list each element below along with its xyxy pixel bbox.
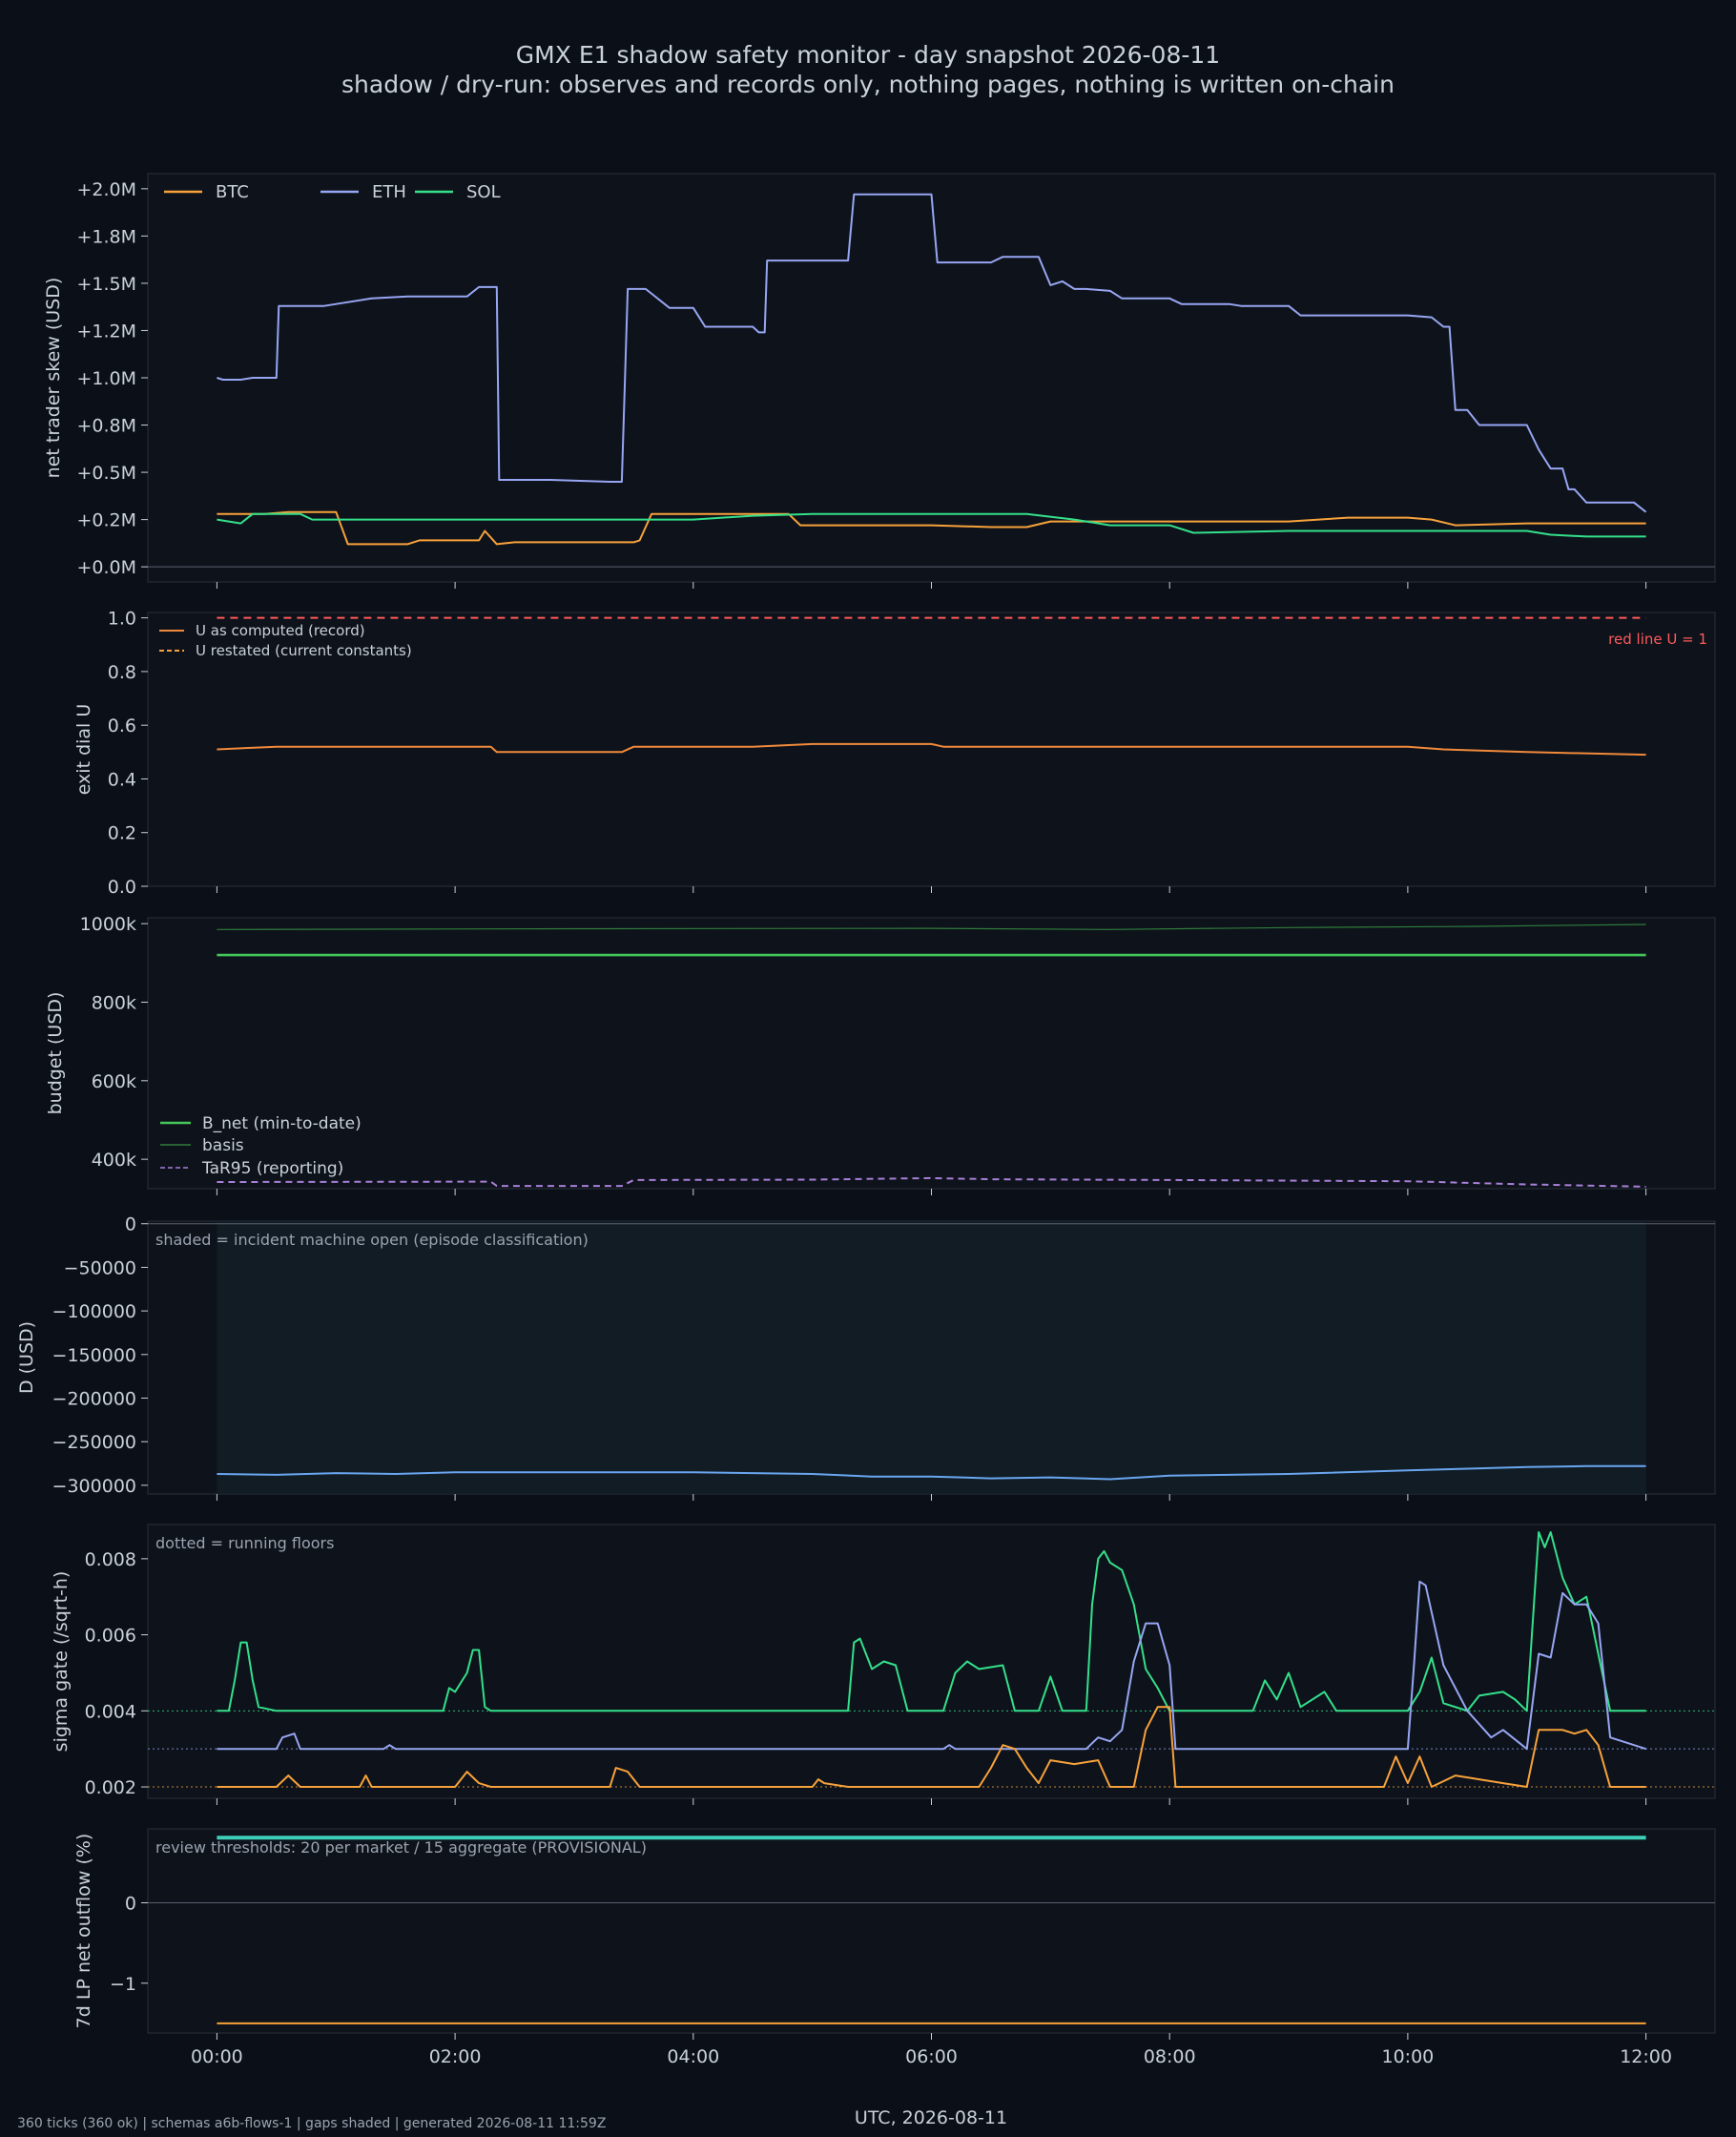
y-tick-label: −100000 xyxy=(52,1301,136,1322)
y-tick-label: 0.2 xyxy=(108,823,136,844)
y-tick-label: +0.8M xyxy=(76,416,136,437)
y-tick-label: 400k xyxy=(92,1150,136,1171)
y-axis-label: D (USD) xyxy=(16,1321,37,1394)
series-line-basis xyxy=(217,923,1646,930)
figure-subtitle: shadow / dry-run: observes and records o… xyxy=(341,71,1395,98)
x-tick-label: 08:00 xyxy=(1144,2046,1196,2067)
y-axis-label: exit dial U xyxy=(73,704,94,796)
y-tick-label: 1000k xyxy=(80,914,136,935)
y-tick-label: 0.6 xyxy=(108,716,136,737)
panel-frame xyxy=(147,1828,1716,2034)
y-tick-label: 600k xyxy=(92,1071,136,1092)
x-axis-label: UTC, 2026-08-11 xyxy=(855,2107,1007,2128)
x-tick-label: 00:00 xyxy=(191,2046,243,2067)
y-tick-label: 0.0 xyxy=(108,877,136,898)
y-tick-label: 800k xyxy=(92,992,136,1013)
y-tick-label: −300000 xyxy=(52,1476,136,1497)
panel-frame xyxy=(147,1524,1716,1799)
y-tick-label: −150000 xyxy=(52,1345,136,1366)
y-tick-label: 0.4 xyxy=(108,769,136,790)
series-line-btc xyxy=(217,510,1646,546)
y-tick-label: +1.8M xyxy=(76,226,136,247)
x-tick-label: 10:00 xyxy=(1382,2046,1435,2067)
y-axis-label: net trader skew (USD) xyxy=(43,278,64,479)
panel-lp-outflow: 0 −1 7d LP net outflow (%) review threshold… xyxy=(73,1828,1716,2040)
y-tick-label: 0 xyxy=(125,1214,136,1235)
series-line-sol xyxy=(217,1531,1646,1712)
series-line-u-as-computed-record- xyxy=(217,742,1646,757)
series-line-tar95-reporting- xyxy=(217,1176,1646,1188)
y-axis-label: sigma gate (/sqrt-h) xyxy=(51,1571,72,1753)
panel-exit-dial: 0.0 0.2 0.4 0.6 0.8 1.0 exit dial U red line U … xyxy=(73,609,1716,898)
x-tick-label: 02:00 xyxy=(429,2046,482,2067)
y-tick-label: −200000 xyxy=(52,1388,136,1409)
y-tick-label: 0.004 xyxy=(85,1701,136,1722)
legend-label: B_net (min-to-date) xyxy=(202,1114,362,1133)
y-tick-label: −250000 xyxy=(52,1432,136,1453)
y-tick-label: 0.006 xyxy=(85,1626,136,1647)
red-line-annotation: red line U = 1 xyxy=(1608,631,1707,648)
x-tick-label: 04:00 xyxy=(667,2046,719,2067)
legend-label: BTC xyxy=(216,182,249,202)
legend-label: U restated (current constants) xyxy=(196,642,412,659)
x-tick-label: 12:00 xyxy=(1620,2046,1672,2067)
series-line-btc xyxy=(217,1706,1646,1788)
x-tick-label: 06:00 xyxy=(905,2046,958,2067)
y-axis-label: budget (USD) xyxy=(45,992,66,1115)
panel-frame xyxy=(147,917,1716,1190)
y-tick-label: +1.2M xyxy=(76,321,136,342)
series-line-d xyxy=(217,1464,1646,1481)
panel-annotation: review thresholds: 20 per market / 15 ag… xyxy=(155,1838,647,1857)
series-line-eth xyxy=(217,1580,1646,1751)
y-tick-label: −1 xyxy=(110,1974,136,1995)
y-tick-label: 1.0 xyxy=(108,609,136,630)
incident-shade xyxy=(217,1221,1646,1494)
y-tick-label: −50000 xyxy=(64,1257,136,1278)
series-line-eth xyxy=(217,193,1647,513)
legend-label: TaR95 (reporting) xyxy=(201,1159,343,1178)
panel-budget: 400k 600k 800k 1000k budget (USD) B_net (min-… xyxy=(45,914,1716,1195)
y-tick-label: 0.8 xyxy=(108,662,136,683)
y-tick-label: +0.2M xyxy=(76,510,136,531)
series-line-sol xyxy=(217,512,1646,538)
legend-label: basis xyxy=(202,1136,244,1155)
y-tick-label: +0.5M xyxy=(76,463,136,484)
panel-annotation: dotted = running floors xyxy=(155,1534,334,1552)
legend-label: SOL xyxy=(466,182,501,202)
y-tick-label: 0 xyxy=(125,1894,136,1915)
y-tick-label: 0.002 xyxy=(85,1777,136,1798)
y-tick-label: +2.0M xyxy=(76,179,136,200)
y-tick-label: +1.0M xyxy=(76,368,136,389)
y-tick-label: +1.5M xyxy=(76,274,136,295)
figure-title: GMX E1 shadow safety monitor - day snaps… xyxy=(516,41,1220,69)
panel-annotation: shaded = incident machine open (episode … xyxy=(155,1231,589,1249)
legend-label: U as computed (record) xyxy=(196,622,365,639)
legend-label: ETH xyxy=(372,182,406,202)
y-axis-label: 7d LP net outflow (%) xyxy=(73,1834,94,2029)
chart-panels: +0.0M +0.2M +0.5M +0.8M +1.0M +1.2M +1.5M +1.8M… xyxy=(16,173,1716,2067)
footer-status: 360 ticks (360 ok) | schemas a6b-flows-1… xyxy=(17,2116,606,2131)
panel-sigma-gate: 0.002 0.004 0.006 0.008 sigma gate (/sqrt-h)… xyxy=(51,1524,1716,1805)
panel-drawdown: 0 −50000 −100000 −150000 −200000 −250000 −3000… xyxy=(16,1214,1716,1501)
y-tick-label: +0.0M xyxy=(76,557,136,578)
panel-skew: +0.0M +0.2M +0.5M +0.8M +1.0M +1.2M +1.5M +1.8M… xyxy=(43,173,1716,589)
y-tick-label: 0.008 xyxy=(85,1549,136,1570)
panel-frame xyxy=(147,173,1716,583)
